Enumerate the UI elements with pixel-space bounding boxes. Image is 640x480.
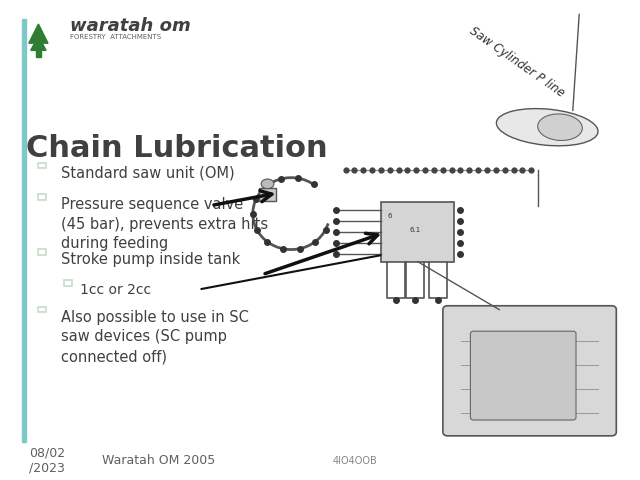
Bar [38,163,46,168]
Text: 4IO4OOB: 4IO4OOB [333,456,378,466]
Text: Pressure sequence valve
(45 bar), prevents extra hits
during feeding: Pressure sequence valve (45 bar), preven… [61,197,268,252]
Bar [381,202,454,262]
Bar [64,280,72,286]
Text: 6.1: 6.1 [410,228,421,233]
Circle shape [261,179,274,189]
Bar [36,50,41,57]
Bar [38,194,46,200]
Text: Also possible to use in SC
saw devices (SC pump
connected off): Also possible to use in SC saw devices (… [61,310,249,364]
FancyBboxPatch shape [470,331,576,420]
Ellipse shape [497,108,598,146]
Text: FORESTRY  ATTACHMENTS: FORESTRY ATTACHMENTS [70,34,161,40]
Bar [259,188,276,201]
Text: 6: 6 [387,213,392,219]
Bar [22,19,26,442]
Text: Saw Cylinder P line: Saw Cylinder P line [467,24,567,100]
Bar [38,307,46,312]
Bar [38,249,46,255]
Text: Stroke pump inside tank: Stroke pump inside tank [61,252,240,267]
Text: 08/02
/2023: 08/02 /2023 [29,447,65,475]
Text: Waratah OM 2005: Waratah OM 2005 [102,454,216,468]
Text: Chain Lubrication: Chain Lubrication [26,134,327,163]
Text: waratah om: waratah om [70,17,191,36]
FancyBboxPatch shape [443,306,616,436]
Text: 1cc or 2cc: 1cc or 2cc [80,283,151,297]
Text: Standard saw unit (OM): Standard saw unit (OM) [61,166,234,180]
Ellipse shape [538,114,582,141]
Polygon shape [31,36,46,50]
Polygon shape [29,24,48,43]
